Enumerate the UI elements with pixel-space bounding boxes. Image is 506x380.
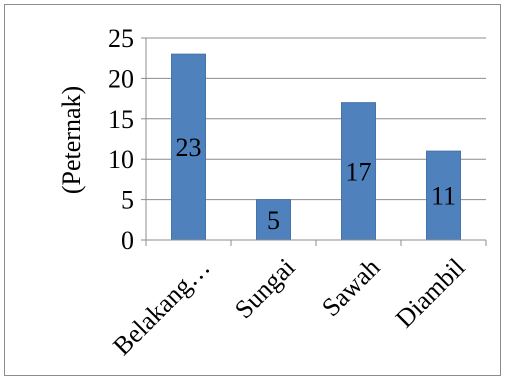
y-tick-label: 25 — [108, 24, 134, 53]
x-category-label: Sungai — [229, 253, 301, 325]
axes — [141, 37, 487, 246]
x-category-label: Sawah — [316, 253, 386, 323]
labels: 0 5 10 15 20 25 23 Belakang… 5 Sungai 17 Sawah 11 Dia… — [107, 24, 470, 361]
y-tick-label: 15 — [108, 105, 134, 134]
y-tick-label: 0 — [121, 226, 134, 255]
chart-frame — [4, 4, 501, 376]
bar-sungai — [256, 199, 291, 241]
y-tick-label: 10 — [108, 145, 134, 174]
bar-diambil — [426, 150, 461, 241]
bar-sawah — [341, 102, 376, 241]
x-category-label: Belakang… — [107, 253, 215, 361]
data-label: 5 — [267, 206, 280, 235]
y-axis-title: (Peternak) — [57, 86, 86, 194]
data-label: 23 — [176, 133, 202, 162]
x-category-label: Diambil — [390, 253, 471, 334]
bars — [171, 53, 461, 241]
y-tick-label: 20 — [108, 64, 134, 93]
y-tick-label: 5 — [121, 186, 134, 215]
data-label: 17 — [346, 157, 372, 186]
data-label: 11 — [431, 182, 456, 211]
